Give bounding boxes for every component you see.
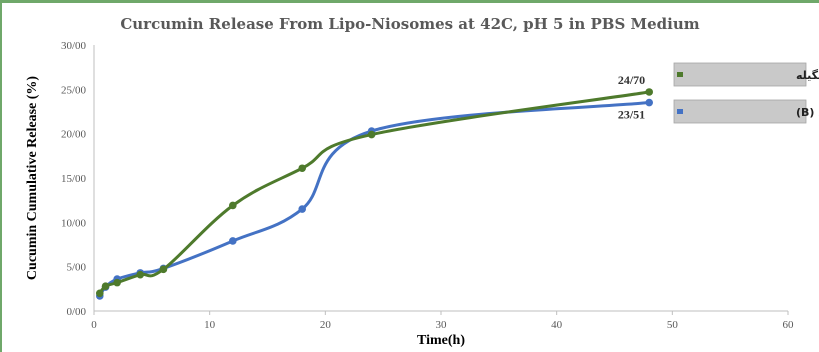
x-axis-label: Time(h) — [417, 333, 465, 348]
legend-box — [673, 62, 807, 87]
y-tick-label: 10/00 — [61, 217, 87, 229]
legend-box — [673, 99, 807, 124]
data-point — [229, 201, 237, 210]
series-line — [98, 90, 651, 295]
data-point — [298, 164, 307, 173]
data-point — [645, 88, 653, 96]
x-tick-label: 0 — [91, 319, 97, 331]
legend-entry: فرمولاسیون نهایی (B) — [673, 99, 819, 124]
legend-label: فرمولاسیون پگیله — [796, 69, 819, 82]
legend: فرمولاسیون پگیله فرمولاسیون نهایی (B) — [673, 62, 819, 124]
legend-entry: فرمولاسیون پگیله — [673, 62, 819, 87]
y-tick-label: 15/00 — [61, 173, 87, 185]
y-tick-label: 25/00 — [61, 84, 87, 96]
data-point — [298, 205, 307, 213]
end-value-label: 24/70 — [618, 73, 645, 87]
legend-label: فرمولاسیون نهایی (B) — [796, 106, 819, 119]
x-tick-label: 20 — [320, 319, 332, 331]
x-tick-label: 10 — [204, 319, 216, 331]
y-tick-label: 5/00 — [66, 262, 86, 274]
end-value-label: 23/51 — [618, 108, 645, 122]
y-axis: 0/00 5/00 10/00 15/00 20/00 25/00 30/00 — [61, 40, 95, 318]
data-point — [159, 265, 168, 274]
y-tick-label: 20/00 — [61, 129, 87, 141]
chart-title: Curcumin Release From Lipo-Niosomes at 4… — [120, 15, 699, 33]
y-axis-label: Cucumin Cumulative Release (%) — [25, 76, 40, 280]
data-point — [95, 289, 104, 298]
x-axis: 0 10 20 30 40 50 60 — [91, 310, 795, 331]
legend-swatch — [677, 72, 683, 77]
series-2: 24/70 — [95, 73, 653, 298]
data-point — [367, 130, 376, 139]
y-tick-label: 30/00 — [61, 40, 87, 52]
x-tick-label: 30 — [436, 319, 448, 331]
data-point — [136, 270, 145, 279]
x-tick-label: 50 — [667, 319, 679, 331]
x-tick-label: 40 — [551, 319, 563, 331]
x-tick-label: 60 — [783, 319, 795, 331]
data-point — [229, 237, 237, 245]
y-tick-label: 0/00 — [66, 306, 86, 318]
series-line — [98, 101, 651, 298]
legend-swatch — [677, 109, 683, 114]
series-layer: 23/51 24/70 — [95, 73, 653, 300]
data-point — [113, 278, 121, 287]
data-point — [101, 282, 110, 290]
series-1: 23/51 — [95, 98, 653, 300]
data-point — [645, 98, 653, 107]
